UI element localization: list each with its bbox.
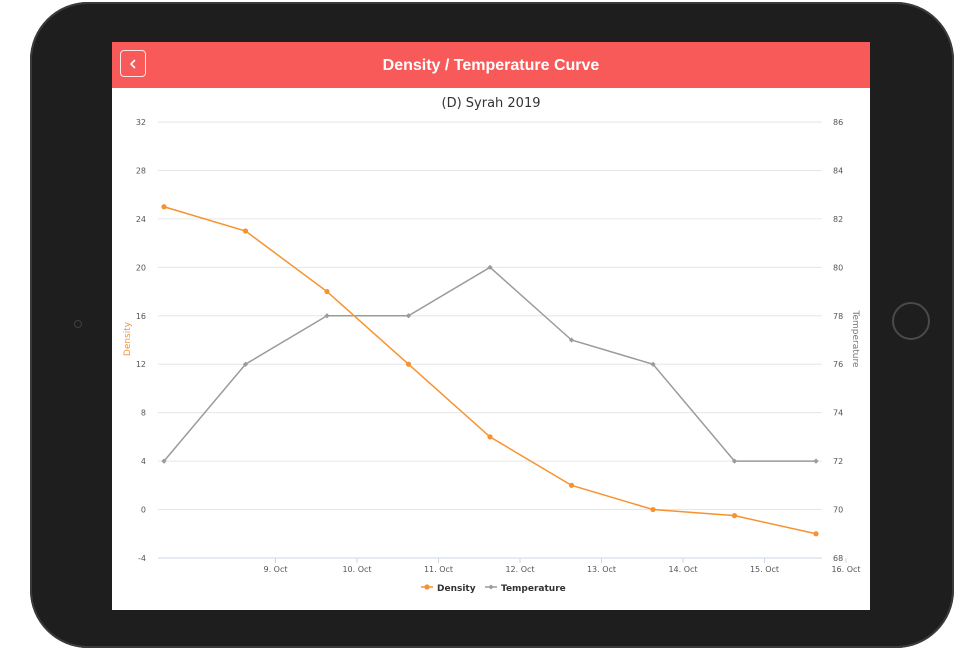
y-left-tick-label: 32 [136,118,146,127]
y-right-tick-label: 72 [833,457,843,466]
y-right-tick-label: 70 [833,506,843,515]
x-tick-label: 13. Oct [587,565,616,574]
y-left-axis: -4 0 4 8 12 16 20 24 28 32 [136,118,146,563]
series-density [161,204,819,537]
y-right-tick-label: 82 [833,215,843,224]
legend: Density Temperature [421,584,566,594]
y-right-tick-label: 74 [833,409,843,418]
y-left-tick-label: 24 [136,215,146,224]
temperature-point [650,361,656,367]
density-point [568,482,575,488]
y-left-tick-label: 4 [141,457,146,466]
temperature-point [161,458,167,464]
density-point [161,204,167,210]
density-point [487,434,493,440]
series-temperature [161,264,819,464]
y-left-tick-label: -4 [138,554,146,563]
y-right-tick-label: 68 [833,554,843,563]
legend-item-temperature[interactable]: Temperature [485,584,566,594]
density-point [813,531,819,537]
y-left-tick-label: 8 [141,409,146,418]
x-tick-label: 16. Oct [831,565,860,574]
legend-density-marker [424,584,430,590]
y-right-tick-label: 80 [833,263,843,272]
y-right-tick-label: 84 [833,166,843,175]
y-left-tick-label: 16 [136,312,146,321]
page-title: Density / Temperature Curve [382,57,600,74]
density-point [731,513,738,519]
temperature-point [731,458,738,464]
density-temperature-chart: (D) Syrah 2019 -4 0 4 8 12 16 20 24 28 32 68 70 72 7… [123,96,861,594]
x-tick-label: 14. Oct [668,565,697,574]
x-tick-label: 10. Oct [342,565,371,574]
temperature-point [324,313,330,319]
y-left-tick-label: 0 [141,506,146,515]
y-right-axis: 68 70 72 74 76 78 80 82 84 86 [833,118,843,563]
chevron-left-icon [130,59,136,68]
chart-title: (D) Syrah 2019 [442,96,541,111]
x-tick-label: 12. Oct [505,565,534,574]
home-button[interactable] [892,302,930,340]
y-right-axis-label: Temperature [850,309,860,367]
y-left-axis-label: Density [123,321,133,356]
density-point [650,506,656,513]
temperature-point [813,458,819,464]
app-screen: Density / Temperature Curve (D) Syrah 20… [112,42,870,610]
density-point [242,228,249,234]
x-tick-label: 11. Oct [424,565,453,574]
x-axis: 9. Oct 10. Oct 11. Oct 12. Oct 13. Oct 14. Oc… [263,558,861,574]
x-tick-label: 15. Oct [750,565,779,574]
legend-temperature-label: Temperature [501,584,566,594]
density-line [163,206,817,535]
grid-lines [158,121,822,559]
header-bar: Density / Temperature Curve [112,42,870,88]
legend-temperature-marker [488,584,494,590]
temperature-point [568,337,575,343]
back-button[interactable] [120,50,146,77]
y-left-tick-label: 20 [136,263,146,272]
temperature-point [242,361,249,367]
legend-density-label: Density [437,584,476,594]
x-tick-label: 9. Oct [263,565,287,574]
y-left-tick-label: 12 [136,360,146,369]
y-right-tick-label: 86 [833,118,843,127]
density-point [405,361,412,367]
temperature-point [405,313,412,319]
y-right-tick-label: 76 [833,360,843,369]
y-left-tick-label: 28 [136,166,146,175]
camera-icon [74,320,82,328]
density-point [324,288,330,295]
y-right-tick-label: 78 [833,312,843,321]
legend-item-density[interactable]: Density [421,584,476,594]
